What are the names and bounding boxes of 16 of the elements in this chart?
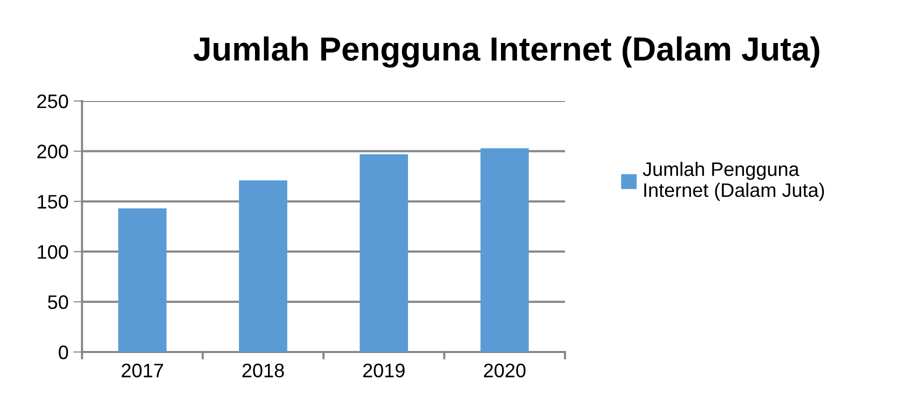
bar	[238, 180, 288, 352]
x-tick-label: 2019	[363, 364, 405, 378]
chart-title: Jumlah Pengguna Internet (Dalam Juta)	[194, 36, 820, 68]
y-tick-label: 0	[58, 345, 68, 360]
bar	[480, 148, 529, 352]
bar	[118, 208, 167, 352]
y-tick-label: 100	[38, 245, 68, 259]
x-tick-label: 2018	[242, 364, 284, 378]
legend-label: Jumlah Pengguna Internet (Dalam Juta)	[642, 162, 824, 201]
y-tick-label: 150	[38, 194, 68, 209]
x-tick-label: 2020	[484, 364, 526, 378]
y-tick-label: 200	[37, 144, 68, 158]
x-tick-label: 2017	[122, 364, 164, 378]
y-tick-label: 50	[48, 295, 68, 310]
y-tick-label: 250	[37, 94, 68, 108]
bar	[360, 154, 408, 352]
